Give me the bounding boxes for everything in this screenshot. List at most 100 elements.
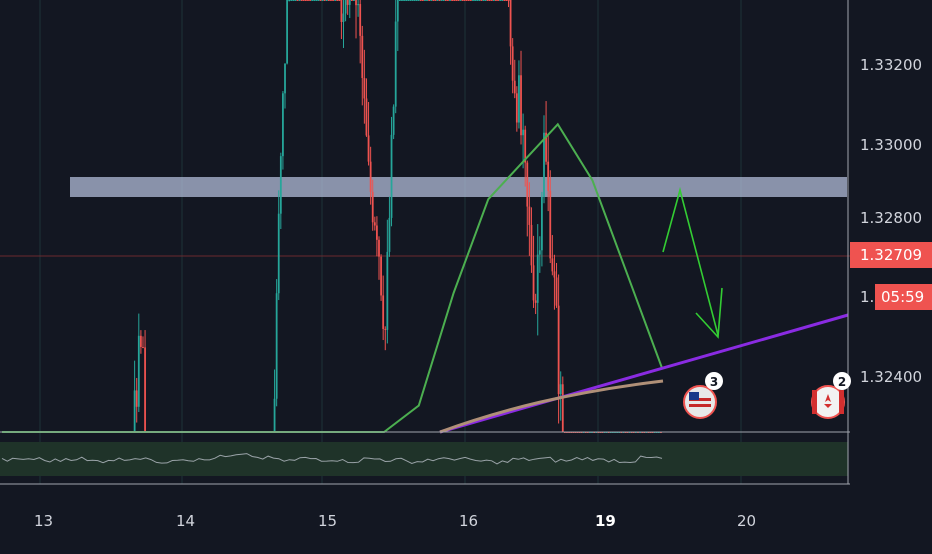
candle-body — [486, 0, 489, 1]
time-axis[interactable]: 13 14 15 16 19 20 — [34, 512, 756, 530]
candle-body — [282, 93, 284, 157]
event-count: 2 — [838, 375, 846, 389]
candle-body — [419, 0, 422, 1]
candle-body — [530, 224, 533, 266]
candle-body — [133, 390, 136, 432]
oscillator-band — [0, 442, 848, 476]
candle-body — [288, 0, 291, 1]
candle-body — [490, 0, 493, 1]
candle-body — [492, 0, 495, 1]
candle-body — [503, 0, 506, 1]
candle-body — [346, 0, 349, 5]
forecast-path — [662, 186, 719, 336]
candle-body — [534, 300, 537, 303]
candle-body — [273, 398, 276, 432]
forecast-arrow-head-icon — [695, 287, 723, 339]
candle-body — [355, 0, 357, 6]
candle-body — [365, 98, 368, 136]
candle-body — [480, 0, 483, 1]
candle-body — [451, 0, 453, 1]
candle-body — [553, 271, 556, 278]
candle-body — [371, 191, 374, 223]
candle-body — [449, 0, 451, 1]
candle-body — [142, 347, 144, 349]
candle-body — [315, 0, 318, 1]
candle-body — [407, 0, 410, 1]
candle-body — [144, 347, 146, 432]
candle-body — [378, 239, 380, 257]
candle-body — [499, 0, 502, 1]
candle-body — [459, 0, 462, 1]
candle-body — [417, 0, 420, 1]
candle-body — [338, 0, 341, 1]
candle-body — [482, 0, 485, 1]
event-us-badge[interactable]: 3 — [683, 372, 723, 419]
candle-body — [317, 0, 320, 1]
candle-body — [532, 265, 535, 301]
candle-body — [411, 0, 414, 1]
candle-body — [538, 250, 541, 255]
candle-body — [311, 0, 314, 1]
candle-body — [455, 0, 458, 1]
candle-body — [467, 0, 470, 1]
candle-body — [300, 0, 303, 1]
us-flag-icon — [683, 385, 717, 419]
candle-body — [363, 78, 366, 99]
candle-body — [376, 225, 378, 240]
flag-stripe — [689, 404, 711, 407]
candle-body — [415, 0, 418, 1]
candle-body — [438, 0, 441, 1]
y-tick-label-partial: 1. — [860, 288, 874, 306]
candle-body — [484, 0, 487, 1]
candle-body — [520, 75, 522, 136]
y-tick-label: 1.32800 — [860, 209, 922, 227]
event-ca-badge[interactable]: 2 — [811, 372, 851, 419]
candle-body — [453, 0, 456, 1]
candle-body — [507, 0, 510, 1]
candle-body — [284, 63, 286, 94]
candle-body — [515, 93, 518, 123]
candle-body — [388, 217, 391, 252]
candle-body — [444, 0, 447, 1]
candle-body — [294, 0, 297, 1]
candle-body — [501, 0, 504, 1]
candle-body — [478, 0, 481, 1]
countdown-label: 05:59 — [875, 284, 932, 310]
candle-body — [321, 0, 324, 1]
event-count: 3 — [710, 375, 718, 389]
candle-body — [398, 0, 401, 1]
candle-body — [382, 295, 385, 329]
candle-body — [509, 0, 512, 47]
candle-body — [549, 190, 552, 259]
current-price-label: 1.32709 — [850, 242, 932, 268]
price-axis[interactable]: 1.33200 1.33000 1.32800 1. 1.32400 — [860, 56, 922, 386]
candle-body — [424, 0, 426, 1]
candle-body — [137, 335, 140, 407]
flag-band — [839, 390, 844, 414]
candle-body — [447, 0, 449, 1]
candle-body — [457, 0, 460, 1]
flag-band — [812, 390, 817, 414]
candle-body — [139, 335, 142, 348]
candle-body — [298, 0, 301, 1]
candle-body — [357, 4, 360, 6]
oscillator-line — [1, 453, 663, 465]
y-tick-label: 1.32400 — [860, 368, 922, 386]
candle-body — [465, 0, 468, 1]
candle-body — [302, 0, 305, 1]
candle-body — [380, 256, 382, 296]
candle-body — [396, 0, 399, 22]
candle-body — [319, 0, 322, 1]
candle-body — [511, 46, 514, 81]
candle-body — [394, 21, 397, 107]
candle-body — [342, 13, 345, 22]
candle-body — [436, 0, 439, 1]
candle-body — [279, 156, 282, 214]
candle-body — [559, 384, 562, 395]
support-trendline — [439, 313, 849, 434]
candle-body — [344, 0, 347, 14]
candle-body — [524, 129, 527, 163]
candle-body — [392, 106, 395, 135]
